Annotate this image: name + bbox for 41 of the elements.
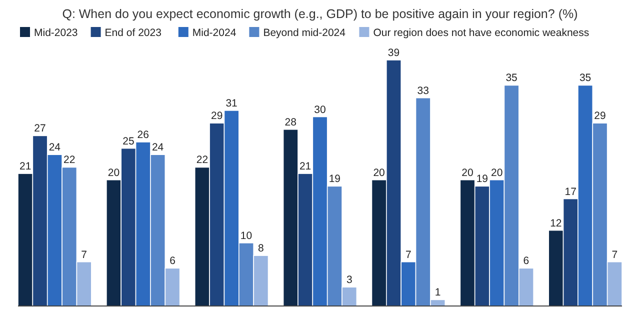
data-label: 35	[579, 72, 592, 84]
data-label: 7	[81, 248, 88, 261]
data-label: 28	[284, 116, 297, 128]
data-label: 21	[19, 160, 32, 173]
data-label: 20	[373, 166, 386, 179]
data-label: 33	[417, 84, 430, 97]
legend-label: Mid-2023	[34, 27, 78, 39]
data-label: 8	[258, 242, 264, 255]
data-label: 29	[594, 110, 606, 122]
legend-label: End of 2023	[104, 27, 162, 39]
data-label: 39	[388, 47, 400, 59]
data-label: 21	[299, 160, 312, 173]
chart-subtitle: Q: When do you expect economic growth (e.g., GDP) to be positive again in your region? (%)	[62, 7, 578, 21]
data-label: 1	[434, 286, 441, 299]
legend-label: Mid-2024	[192, 27, 236, 39]
data-label: 20	[491, 166, 503, 179]
data-label: 25	[122, 135, 134, 148]
legend-label: Beyond mid-2024	[263, 27, 346, 39]
data-label: 29	[211, 110, 223, 122]
data-label: 26	[137, 129, 150, 141]
data-label: 27	[34, 122, 46, 135]
data-label: 35	[506, 72, 518, 84]
data-label: 24	[152, 142, 164, 154]
data-label: 6	[170, 255, 176, 268]
data-label: 19	[476, 173, 488, 186]
data-label: 12	[550, 217, 562, 230]
data-label: 22	[196, 154, 208, 166]
data-label: 3	[346, 274, 352, 286]
data-label: 7	[406, 248, 412, 261]
data-label: 20	[462, 166, 474, 179]
data-label: 24	[48, 142, 61, 154]
data-label: 30	[314, 104, 326, 116]
data-label: 22	[64, 154, 76, 166]
data-label: 17	[564, 186, 577, 198]
data-label: 7	[612, 248, 618, 261]
data-label: 6	[523, 255, 530, 268]
data-label: 31	[226, 97, 238, 110]
data-label: 10	[240, 230, 252, 242]
legend-label: Our region does not have economic weakness	[373, 27, 590, 39]
data-label: 20	[108, 166, 120, 179]
data-label: 19	[328, 173, 341, 186]
